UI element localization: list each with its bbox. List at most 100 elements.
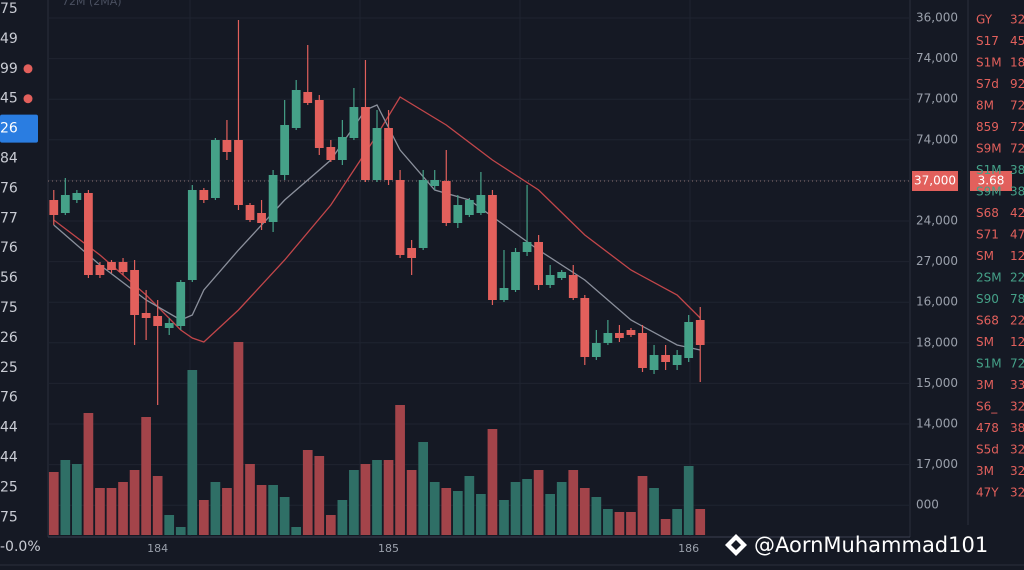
candle-body xyxy=(684,322,694,358)
side-table-cell: 2SM xyxy=(976,271,1002,285)
candle-body xyxy=(72,193,82,200)
side-table-cell: S1M xyxy=(976,357,1002,371)
volume-bar xyxy=(683,466,694,535)
price-axis-label: 27,000 xyxy=(916,254,958,268)
left-label: 49 xyxy=(0,31,18,47)
candle-body xyxy=(661,355,670,362)
volume-bar xyxy=(556,482,567,535)
price-axis-label: 74,000 xyxy=(916,132,958,146)
candle-body xyxy=(84,193,93,275)
volume-bar xyxy=(591,497,602,535)
volume-bar xyxy=(476,494,486,535)
candle-body xyxy=(280,125,290,175)
volume-bar xyxy=(452,491,463,535)
side-table-cell: SM xyxy=(976,335,994,349)
side-table-cell: S5d xyxy=(976,443,999,457)
volume-bar xyxy=(660,519,671,535)
candle-body xyxy=(268,175,278,222)
left-label-highlight xyxy=(0,114,38,143)
side-table-cell: 47Y xyxy=(976,486,999,500)
left-label: 25 xyxy=(0,360,18,376)
volume-bar xyxy=(72,464,82,535)
volume-bar xyxy=(314,456,325,535)
candle-body xyxy=(337,137,347,160)
candle-body xyxy=(326,147,336,160)
candle-body xyxy=(418,180,428,248)
side-table-cell: 38 xyxy=(1010,185,1024,199)
candle-body xyxy=(60,195,70,213)
volume-bar xyxy=(637,476,648,535)
price-axis-label: 24,000 xyxy=(916,214,958,228)
price-change-box xyxy=(970,171,1012,191)
price-axis-label: 77,000 xyxy=(916,92,958,106)
left-dot xyxy=(23,64,33,74)
volume-bar xyxy=(441,488,452,535)
candle-body xyxy=(303,92,313,103)
volume-bar xyxy=(372,460,382,535)
candle-body xyxy=(49,200,59,215)
candle-body xyxy=(222,140,232,152)
volume-bar xyxy=(337,500,348,535)
left-label: 44 xyxy=(0,450,18,466)
candle-body xyxy=(395,180,405,255)
side-table-cell: 32 xyxy=(1010,443,1024,457)
candle-body xyxy=(430,180,440,186)
volume-bar xyxy=(175,527,186,535)
candle-body xyxy=(649,355,659,370)
candle-body xyxy=(672,355,682,365)
side-table-cell: S90 xyxy=(976,292,999,306)
candle-body xyxy=(349,107,359,138)
candle-body xyxy=(522,242,532,252)
price-axis-label: 17,000 xyxy=(916,457,958,471)
volume-bar xyxy=(141,417,151,535)
volume-bar xyxy=(164,515,175,535)
candle-body xyxy=(407,248,417,258)
volume-bar xyxy=(360,464,371,535)
price-axis-label: 36,000 xyxy=(916,11,958,25)
volume-bar xyxy=(106,488,117,535)
candle-body xyxy=(626,330,636,335)
candle-body xyxy=(210,140,220,198)
side-table-cell: 32 xyxy=(1010,464,1024,478)
volume-bar xyxy=(614,512,625,535)
volume-bar xyxy=(198,500,209,535)
price-tag: 37,000 xyxy=(914,174,956,188)
candle-body xyxy=(164,323,174,328)
volume-bar xyxy=(499,500,509,535)
candle-body xyxy=(441,181,451,223)
price-axis-label: 16,000 xyxy=(916,295,958,309)
volume-bar xyxy=(510,482,521,535)
volume-bar xyxy=(383,460,394,535)
left-label: 75 xyxy=(0,300,18,316)
volume-bar xyxy=(349,470,359,535)
side-table-cell: 45 xyxy=(1010,34,1024,48)
volume-bar xyxy=(268,485,278,535)
side-table-cell: S68 xyxy=(976,314,999,328)
volume-bar xyxy=(152,476,163,535)
candle-body xyxy=(153,316,163,326)
candle-body xyxy=(314,100,324,148)
side-table-cell: 859 xyxy=(976,120,999,134)
left-label: 76 xyxy=(0,180,18,196)
volume-bar xyxy=(568,470,579,535)
volume-bar xyxy=(649,488,659,535)
side-table-cell: S71 xyxy=(976,228,999,242)
left-label: 76 xyxy=(0,390,18,406)
side-table-cell: S9M xyxy=(976,185,1002,199)
watermark-icon xyxy=(725,534,747,556)
side-table-cell: S68 xyxy=(976,206,999,220)
volume-bar xyxy=(626,512,636,535)
price-axis-label: 18,000 xyxy=(916,335,958,349)
side-table-cell: S6_ xyxy=(976,400,998,414)
price-tag-box xyxy=(912,171,958,191)
left-label: 26 xyxy=(0,330,18,346)
side-table-cell: 18 xyxy=(1010,56,1024,70)
volume-bar xyxy=(418,442,429,535)
candle-body xyxy=(545,275,555,285)
side-table-cell: 12 xyxy=(1010,249,1024,263)
candle-body xyxy=(118,262,128,272)
volume-bar xyxy=(579,488,590,535)
volume-bar xyxy=(325,515,336,535)
candle-body xyxy=(557,272,567,278)
